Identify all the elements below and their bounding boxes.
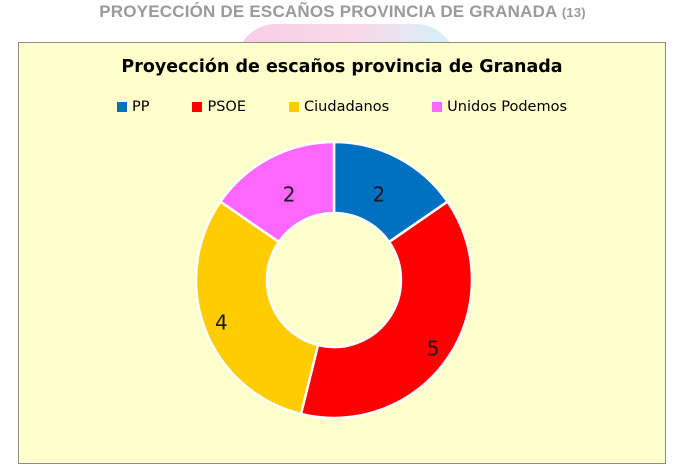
chart-area: Proyección de escaños provincia de Grana… (18, 42, 666, 464)
page-heading: PROYECCIÓN DE ESCAÑOS PROVINCIA DE GRANA… (0, 2, 685, 22)
data-label: 2 (283, 183, 296, 207)
legend-swatch (192, 102, 203, 112)
data-label: 2 (372, 183, 385, 207)
legend-label: PSOE (207, 99, 247, 115)
legend-label: PP (131, 99, 150, 115)
page-heading-count: (13) (561, 5, 586, 20)
page-heading-text: PROYECCIÓN DE ESCAÑOS PROVINCIA DE GRANA… (99, 2, 557, 21)
donut-slice-unidos-podemos (218, 140, 336, 244)
legend-item: PSOE (192, 99, 246, 115)
legend-item: Unidos Podemos (432, 99, 567, 115)
legend-swatch (116, 102, 127, 112)
donut-chart: 2 5 4 2 (194, 140, 474, 420)
legend-swatch (289, 102, 300, 112)
chart-title: Proyección de escaños provincia de Grana… (121, 57, 563, 77)
donut-slice-ciudadanos (194, 199, 320, 416)
data-label: 5 (427, 336, 440, 360)
donut-slice-psoe (299, 199, 474, 420)
chart-legend: PP PSOE Ciudadanos Unidos Podemos (19, 99, 665, 115)
legend-swatch (432, 102, 443, 112)
legend-label: Ciudadanos (304, 99, 390, 115)
data-label: 4 (215, 311, 228, 335)
legend-item: Ciudadanos (289, 99, 389, 115)
legend-item: PP (116, 99, 150, 115)
legend-label: Unidos Podemos (447, 99, 568, 115)
